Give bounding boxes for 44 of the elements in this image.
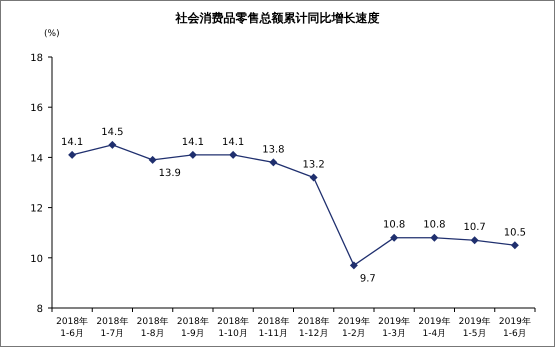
point: [148, 156, 157, 164]
point: [229, 150, 238, 159]
point: [470, 236, 479, 244]
point: [269, 158, 278, 166]
x-tick-label: 2018年 1-6月: [56, 316, 88, 339]
data-label: 14.1: [182, 136, 204, 148]
data-label: 10.5: [504, 227, 526, 238]
data-label: 13.9: [158, 168, 181, 179]
data-label: 14.5: [101, 126, 124, 138]
y-tick-label: 14: [30, 153, 43, 164]
x-tick-label: 2019年 1-2月: [338, 316, 370, 339]
point: [430, 234, 438, 242]
x-tick-label: 2019年 1-3月: [378, 316, 410, 339]
point: [68, 150, 76, 159]
x-tick-label: 2019年 1-6月: [498, 316, 531, 339]
data-label: 10.8: [423, 220, 446, 231]
point: [510, 241, 519, 250]
data-label: 14.1: [60, 136, 84, 148]
x-tick-label: 2018年 1-8月: [136, 316, 169, 339]
point: [188, 150, 197, 159]
x-tick-label: 2019年 1-5月: [458, 316, 491, 339]
point: [108, 140, 116, 149]
point: [310, 173, 318, 182]
data-label: 10.8: [382, 220, 406, 231]
y-tick-label: 12: [30, 204, 43, 215]
y-tick-label: 16: [30, 103, 43, 114]
x-tick-label: 2018年 1-9月: [176, 316, 209, 339]
data-label: 13.8: [262, 144, 285, 156]
y-tick-label: 8: [36, 304, 43, 315]
x-tick-label: 2018年 1-10月: [217, 316, 250, 339]
data-label: 14.1: [222, 136, 244, 148]
chart-title: 社会消费品零售总额累计同比增长速度: [174, 11, 380, 25]
y-axis-title: (%): [44, 29, 60, 39]
x-tick-label: 2018年 1-12月: [298, 316, 330, 339]
y-tick-label: 18: [30, 53, 43, 64]
x-tick-label: 2019年 1-4月: [418, 316, 450, 339]
point: [350, 261, 358, 270]
data-label: 9.7: [360, 273, 376, 284]
y-tick-label: 10: [30, 254, 43, 265]
data-label: 10.7: [463, 222, 486, 234]
data-label: 13.2: [302, 159, 325, 170]
x-tick-label: 2018年 1-7月: [96, 316, 128, 339]
point: [390, 234, 398, 242]
x-tick-label: 2018年 1-11月: [257, 316, 290, 339]
